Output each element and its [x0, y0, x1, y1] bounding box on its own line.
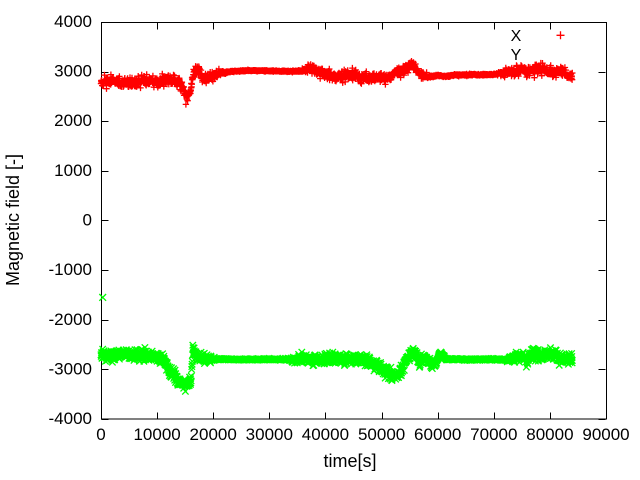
svg-text:90000: 90000	[582, 425, 629, 444]
svg-text:20000: 20000	[190, 425, 237, 444]
svg-text:2000: 2000	[54, 111, 92, 130]
svg-text:X: X	[511, 28, 522, 45]
svg-text:-1000: -1000	[49, 260, 92, 279]
svg-text:3000: 3000	[54, 62, 92, 81]
svg-text:4000: 4000	[54, 12, 92, 31]
svg-text:0: 0	[83, 211, 92, 230]
svg-text:0: 0	[96, 425, 105, 444]
svg-text:-4000: -4000	[49, 409, 92, 428]
svg-text:Magnetic field [-]: Magnetic field [-]	[3, 154, 23, 286]
svg-text:80000: 80000	[526, 425, 573, 444]
svg-text:10000: 10000	[133, 425, 180, 444]
svg-text:30000: 30000	[246, 425, 293, 444]
svg-text:60000: 60000	[414, 425, 461, 444]
svg-text:time[s]: time[s]	[323, 451, 376, 471]
svg-text:-2000: -2000	[49, 310, 92, 329]
svg-text:-3000: -3000	[49, 359, 92, 378]
svg-text:40000: 40000	[302, 425, 349, 444]
svg-text:70000: 70000	[470, 425, 517, 444]
svg-text:1000: 1000	[54, 161, 92, 180]
svg-text:50000: 50000	[358, 425, 405, 444]
svg-text:Y: Y	[511, 47, 522, 64]
